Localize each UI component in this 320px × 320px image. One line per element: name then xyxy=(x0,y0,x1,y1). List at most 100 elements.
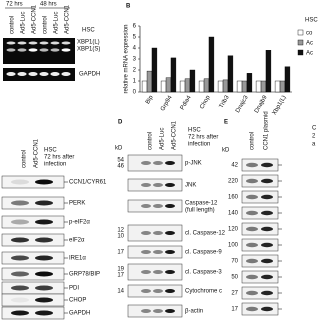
label: kD xyxy=(115,146,123,152)
blot xyxy=(242,191,278,203)
band xyxy=(39,41,49,45)
band xyxy=(11,255,29,261)
x-tick-label: Dnajb9 xyxy=(254,94,269,114)
label: 19 xyxy=(117,267,124,273)
bar xyxy=(141,80,148,93)
band xyxy=(153,204,163,208)
blot xyxy=(128,305,182,317)
blot-frame xyxy=(127,154,183,172)
band xyxy=(61,48,71,52)
bar xyxy=(203,78,210,93)
label: 72 hrs after xyxy=(44,155,74,161)
band xyxy=(11,310,29,316)
bar xyxy=(227,55,234,93)
band xyxy=(6,41,16,45)
band xyxy=(261,290,273,296)
label: β-actin xyxy=(185,309,203,315)
band xyxy=(246,306,258,312)
label: 100 xyxy=(228,243,239,249)
panel-label: D xyxy=(118,120,123,126)
band xyxy=(141,289,151,293)
band xyxy=(261,242,273,248)
band xyxy=(17,41,27,45)
label: Caspase-12 xyxy=(185,201,218,207)
band xyxy=(165,204,175,208)
band xyxy=(11,285,29,291)
label: p-eIF2α xyxy=(69,220,90,226)
band xyxy=(17,48,27,52)
y-tick-label: 3 xyxy=(133,57,137,63)
band xyxy=(153,183,163,187)
bar xyxy=(255,80,262,93)
label: Ad5-CCN1 xyxy=(34,138,40,168)
blot xyxy=(242,255,278,267)
bar xyxy=(165,77,172,93)
legend-swatch xyxy=(297,39,304,46)
blot xyxy=(128,179,182,191)
blot-frame xyxy=(127,284,183,298)
label: 72 hrs xyxy=(6,2,23,8)
x-tick-label: Chop xyxy=(199,94,212,110)
band xyxy=(261,274,273,280)
label: CHOP xyxy=(69,298,86,304)
label: 17 xyxy=(231,307,238,313)
label: cl. Caspase-9 xyxy=(185,250,222,256)
y-tick-label: 0 xyxy=(133,90,137,96)
label: Ad5-CCN1 xyxy=(65,4,71,34)
label: 2 xyxy=(312,134,316,140)
bar xyxy=(222,79,229,93)
band xyxy=(141,309,151,313)
blot-frame xyxy=(127,224,183,242)
band xyxy=(261,178,273,184)
gel xyxy=(3,68,75,81)
bar xyxy=(146,70,153,93)
label: XBP1(L) xyxy=(77,40,100,46)
band xyxy=(153,161,163,165)
legend-swatch xyxy=(297,49,304,56)
y-tick-label: 5 xyxy=(133,35,137,41)
blot-frame xyxy=(127,178,183,192)
bar xyxy=(184,78,191,93)
bar xyxy=(198,80,205,93)
band xyxy=(141,231,151,235)
x-tick-label: Dnajc3 xyxy=(235,94,250,114)
legend-label: co xyxy=(306,31,313,37)
y-tick-label: 6 xyxy=(133,24,137,30)
panel-label: B xyxy=(126,4,131,10)
label: 220 xyxy=(228,179,239,185)
blot xyxy=(2,294,64,306)
label: control xyxy=(250,132,256,150)
bar xyxy=(189,69,196,93)
band xyxy=(11,219,29,225)
label: JNK xyxy=(185,183,196,189)
label: 27 xyxy=(231,291,238,297)
band xyxy=(6,72,16,76)
band xyxy=(261,194,273,200)
legend-label: Ac xyxy=(306,41,313,47)
band xyxy=(11,179,29,185)
band xyxy=(141,270,151,274)
label: 42 xyxy=(231,163,238,169)
band xyxy=(141,161,151,165)
band xyxy=(141,250,151,254)
blot xyxy=(2,282,64,294)
blot xyxy=(128,200,182,212)
band xyxy=(11,237,29,243)
band xyxy=(246,162,258,168)
label: Ad5-Luc xyxy=(21,12,27,34)
label: Ad5-Luc xyxy=(54,12,60,34)
band xyxy=(11,271,29,277)
bar xyxy=(208,36,215,93)
label: HSC xyxy=(305,18,318,24)
blot xyxy=(242,303,278,315)
band xyxy=(35,255,53,261)
band xyxy=(39,72,49,76)
band xyxy=(246,210,258,216)
bar xyxy=(151,47,158,93)
blot xyxy=(242,287,278,299)
band xyxy=(35,179,53,185)
bar xyxy=(217,80,224,93)
label: 17 xyxy=(117,250,124,256)
label: HSC xyxy=(188,128,201,134)
band xyxy=(61,72,71,76)
